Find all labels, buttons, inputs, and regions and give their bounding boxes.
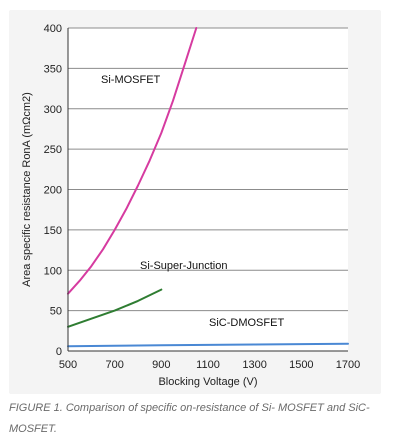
- figure-caption: FIGURE 1. Comparison of specific on-resi…: [9, 402, 370, 435]
- x-tick-label: 1100: [196, 359, 220, 371]
- line-chart: 0 50 100 150 200 250 300 350 400 500 700 900 1100 130…: [21, 23, 360, 388]
- series-lines: [67, 27, 349, 348]
- y-tick-label: 250: [44, 144, 62, 156]
- figure-card: 0 50 100 150 200 250 300 350 400 500 700 900 1100 130…: [9, 10, 381, 394]
- series-line-sic-dmosfet: [67, 342, 349, 348]
- y-tick-label: 350: [44, 63, 62, 75]
- labels: 0 50 100 150 200 250 300 350 400 500 700 900 1100 130…: [21, 23, 360, 388]
- y-tick-label: 400: [44, 23, 62, 35]
- y-axis-title: Area specific resistance RonA (mΩcm2): [21, 92, 33, 287]
- series-label-si-super-junction: Si-Super-Junction: [140, 260, 227, 272]
- x-tick-label: 1700: [336, 359, 360, 371]
- y-tick-label: 100: [44, 265, 62, 277]
- axes: [67, 28, 348, 352]
- series-label-si-mosfet: Si-MOSFET: [101, 74, 161, 86]
- x-axis-title: Blocking Voltage (V): [158, 376, 257, 388]
- y-tick-label: 300: [44, 104, 62, 116]
- x-tick-label: 700: [105, 359, 123, 371]
- x-tick-label: 1300: [242, 359, 266, 371]
- x-tick-label: 1500: [289, 359, 313, 371]
- y-tick-label: 150: [44, 225, 62, 237]
- series-line-si-super-junction: [67, 288, 163, 328]
- y-tick-label: 50: [50, 306, 62, 318]
- x-tick-label: 900: [152, 359, 170, 371]
- x-tick-label: 500: [59, 359, 77, 371]
- series-label-sic-dmosfet: SiC-DMOSFET: [209, 317, 284, 329]
- y-tick-label: 0: [56, 346, 62, 358]
- y-tick-label: 200: [44, 185, 62, 197]
- series-line-si-mosfet: [67, 27, 198, 295]
